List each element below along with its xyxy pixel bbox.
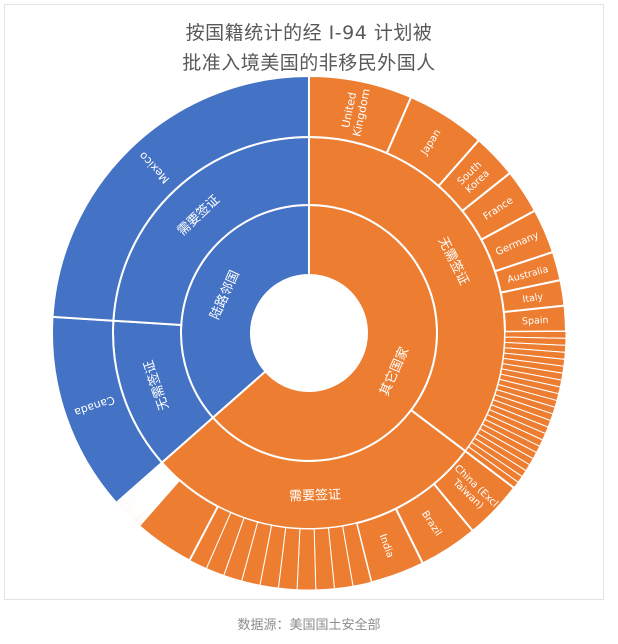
chart-title-line-1: 按国籍统计的经 I-94 计划被: [185, 22, 433, 44]
united-kingdom-label: UnitedKingdom: [338, 85, 373, 138]
chart-title-line-2: 批准入境美国的非移民外国人: [182, 52, 436, 74]
data-source-note: 数据源：美国国土安全部: [237, 618, 381, 633]
other-countries-visa-required-label: 需要签证: [289, 487, 342, 505]
other-countries-visa-required-minor-slice-5-29: [115, 461, 164, 505]
italy-label: Italy: [522, 291, 544, 305]
spain-label: Spain: [522, 315, 549, 327]
center-hole: [251, 275, 367, 391]
